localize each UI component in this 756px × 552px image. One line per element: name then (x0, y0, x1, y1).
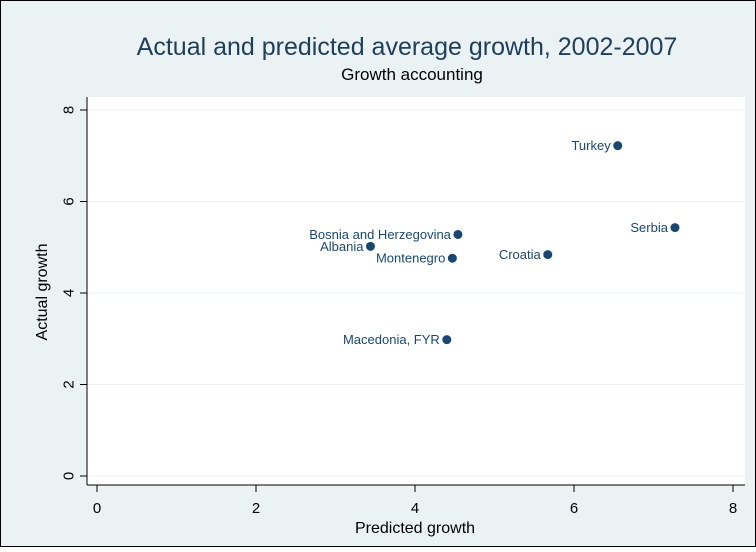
point-label: Albania (320, 239, 364, 254)
data-point (613, 141, 623, 151)
x-axis-label: Predicted growth (355, 520, 475, 537)
data-point (453, 229, 463, 239)
point-label: Turkey (571, 138, 611, 153)
data-point (442, 335, 452, 345)
y-tick-label: 6 (60, 197, 77, 205)
data-point (543, 250, 553, 260)
point-label: Croatia (499, 247, 542, 262)
data-point (365, 241, 375, 251)
point-label: Macedonia, FYR (343, 332, 440, 347)
x-tick-label: 6 (570, 500, 578, 517)
x-tick-label: 2 (252, 500, 260, 517)
point-label: Bosnia and Herzegovina (309, 227, 451, 242)
data-point (670, 223, 680, 233)
plot-area (87, 97, 745, 485)
data-point (447, 253, 457, 263)
chart-subtitle: Growth accounting (341, 65, 483, 84)
axis-ticks: 0 2 4 6 8 0 2 4 6 8 (60, 106, 737, 517)
x-tick-label: 0 (93, 500, 101, 517)
y-tick-label: 8 (60, 106, 77, 114)
chart-title: Actual and predicted average growth, 200… (137, 33, 678, 61)
y-tick-label: 4 (60, 289, 77, 297)
point-label: Montenegro (376, 251, 445, 266)
y-tick-label: 2 (60, 380, 77, 388)
y-axis-label: Actual growth (34, 244, 51, 341)
x-tick-label: 4 (411, 500, 419, 517)
x-tick-label: 8 (729, 500, 737, 517)
gridlines (87, 109, 745, 477)
data-points: Turkey Serbia Bosnia and HerzegovinaAlbani… (309, 138, 680, 347)
point-label: Serbia (630, 220, 668, 235)
y-tick-label: 0 (60, 472, 77, 480)
